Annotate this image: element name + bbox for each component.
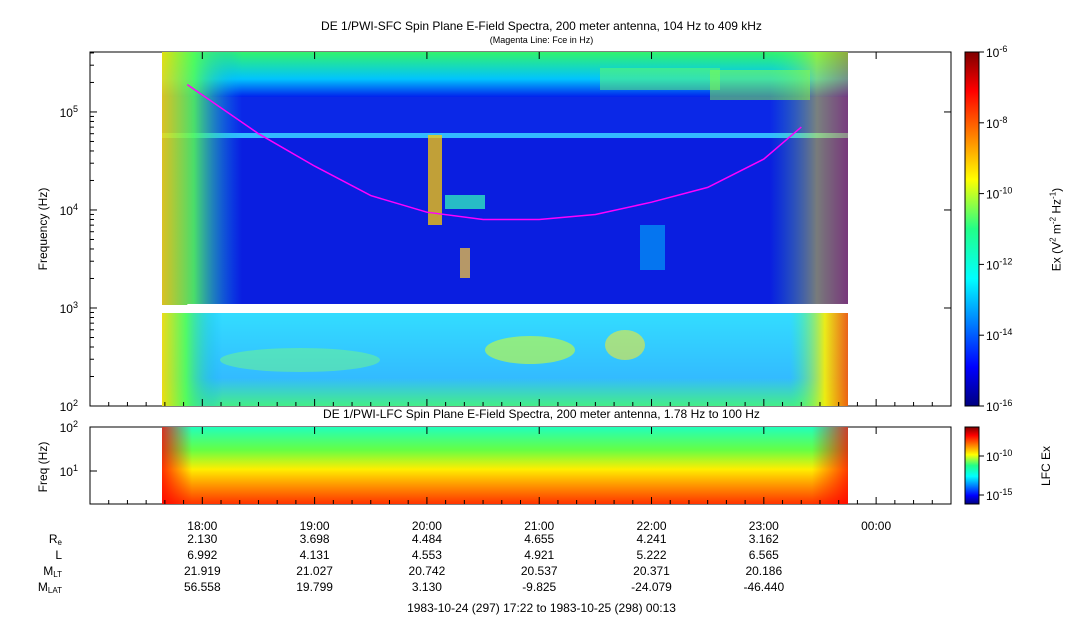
- sfc-panel: 102 103 104 105: [60, 51, 952, 414]
- ephem-value: 3.130: [411, 580, 442, 594]
- ephem-label-mlat: MLAT: [37, 580, 62, 595]
- x-tick-label: 21:00: [524, 519, 554, 533]
- ephem-label-re: Re: [48, 532, 62, 547]
- ephem-value: 4.553: [411, 548, 442, 562]
- sfc-colorbar: 10-6 10-8 10-10 10-12 10-14 10-16: [964, 44, 1012, 414]
- ephem-value: 20.742: [408, 564, 446, 578]
- ephem-value: 21.919: [183, 564, 221, 578]
- x-axis-ticks: 18:00 19:00 20:00 21:00 22:00 23:00 00:00: [108, 52, 933, 533]
- lfc-colorbar: 10-10 10-15: [964, 426, 1012, 505]
- x-tick-label: 19:00: [300, 519, 330, 533]
- ephem-value: 4.131: [299, 548, 330, 562]
- ephem-value: 21.027: [296, 564, 333, 578]
- sfc-ytick-label: 103: [60, 300, 78, 316]
- ephem-value: 6.565: [748, 548, 779, 562]
- colorbar-tick-label: 10-16: [986, 398, 1012, 414]
- fce-magenta-line: [186, 83, 802, 221]
- lfc-colorbar-ticks: 10-10 10-15: [979, 448, 1012, 503]
- ephem-value: 5.222: [636, 548, 667, 562]
- sfc-line-band-50khz: [162, 133, 848, 138]
- chart-subtitle-sfc: (Magenta Line: Fce in Hz): [489, 35, 594, 45]
- ephem-value: 4.484: [411, 532, 442, 546]
- sfc-ytick-label: 105: [60, 104, 78, 120]
- lfc-spectrogram: [162, 427, 848, 504]
- x-tick-label: 23:00: [749, 519, 779, 533]
- colorbar-tick-label: 10-12: [986, 256, 1012, 272]
- ephem-value: 19.799: [296, 580, 333, 594]
- sfc-burst-feature: [428, 135, 442, 225]
- ephem-value: -24.079: [631, 580, 672, 594]
- ephem-value: 20.371: [633, 564, 670, 578]
- sfc-ytick-label: 102: [60, 398, 78, 414]
- ephem-value: 2.130: [187, 532, 218, 546]
- sfc-ytick-label: 104: [60, 202, 78, 218]
- ephem-value: 4.921: [524, 548, 555, 562]
- lfc-ytick-label: 101: [60, 463, 78, 479]
- ephem-label-mlt: MLT: [43, 564, 62, 579]
- ephem-value: -9.825: [522, 580, 557, 594]
- lfc-panel: 101 102: [60, 419, 952, 505]
- chart-title-sfc: DE 1/PWI-SFC Spin Plane E-Field Spectra,…: [321, 19, 762, 33]
- x-tick-label: 20:00: [412, 519, 442, 533]
- ephem-value: 3.698: [299, 532, 330, 546]
- lfc-colorbar-tick-label: 10-15: [986, 487, 1012, 503]
- chart-title-lfc: DE 1/PWI-LFC Spin Plane E-Field Spectra,…: [323, 407, 760, 421]
- ephem-value: 20.186: [745, 564, 783, 578]
- x-tick-label: 00:00: [861, 519, 891, 533]
- ephem-value: 4.655: [524, 532, 555, 546]
- sfc-colorbar-ticks: 10-6 10-8 10-10 10-12 10-14 10-16: [979, 44, 1012, 414]
- colorbar-tick-label: 10-8: [986, 115, 1007, 131]
- colorbar-tick-label: 10-10: [986, 186, 1012, 202]
- sfc-y-ticks: 102 103 104 105: [60, 52, 951, 414]
- ephem-value: -46.440: [743, 580, 785, 594]
- time-range-label: 1983-10-24 (297) 17:22 to 1983-10-25 (29…: [407, 601, 676, 615]
- x-tick-label: 22:00: [637, 519, 667, 533]
- x-tick-label: 18:00: [187, 519, 217, 533]
- colorbar-tick-label: 10-6: [986, 44, 1007, 60]
- ephem-value: 4.241: [636, 532, 667, 546]
- sfc-data-gap: [187, 303, 874, 312]
- ephem-value: 20.537: [520, 564, 558, 578]
- colorbar-tick-label: 10-14: [986, 327, 1012, 343]
- ephem-value: 3.162: [748, 532, 779, 546]
- ephem-value: 56.558: [183, 580, 221, 594]
- ephem-label-l: L: [55, 548, 62, 562]
- ephem-value: 6.992: [187, 548, 218, 562]
- lfc-colorbar-tick-label: 10-10: [986, 448, 1012, 464]
- lfc-ytick-label: 102: [60, 419, 78, 435]
